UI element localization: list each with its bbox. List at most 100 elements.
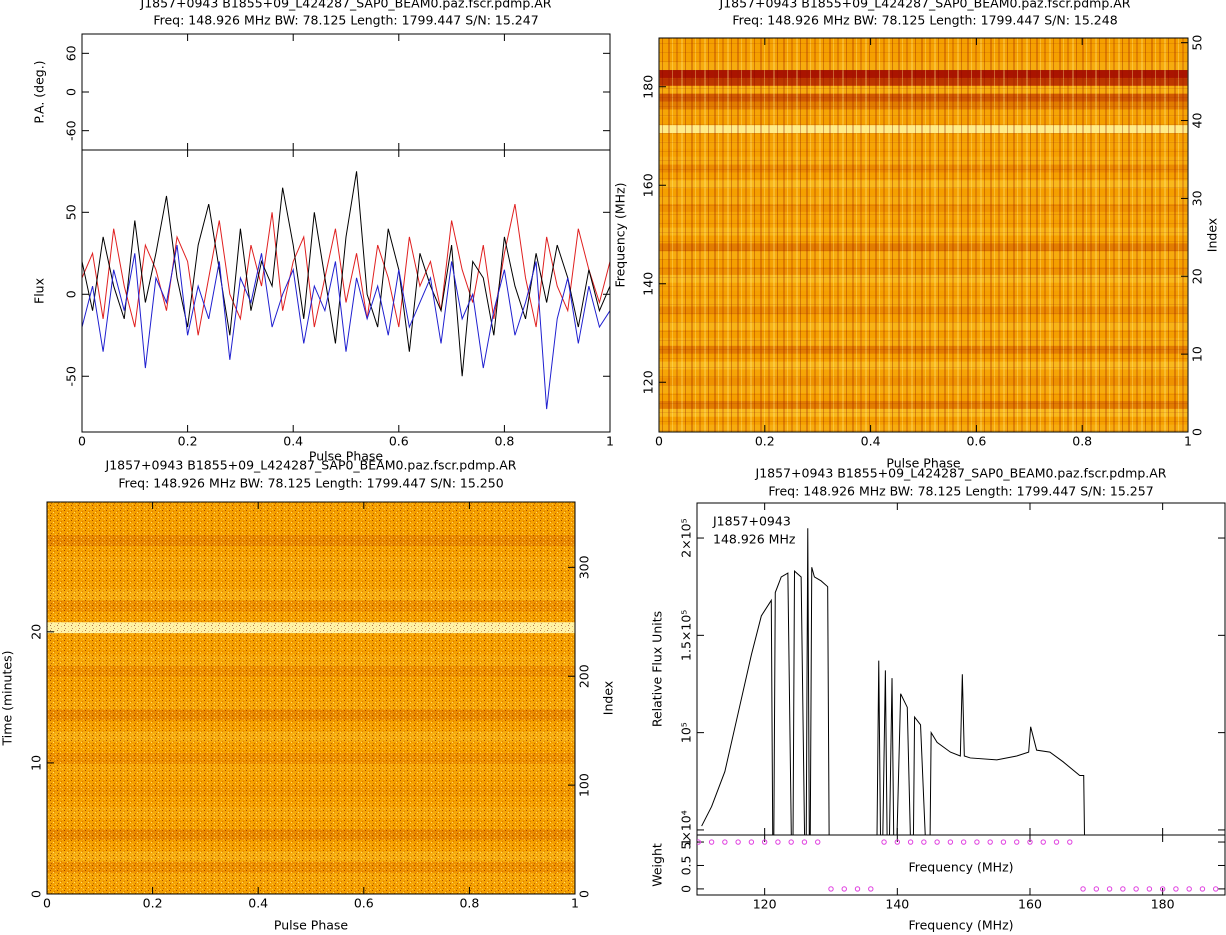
y-tick-label: 2×10⁵: [679, 518, 694, 557]
y-tick-label: 10: [29, 755, 44, 771]
weight-point: [960, 839, 967, 845]
y-tick-label: 0.5: [679, 856, 694, 876]
weight-point: [788, 839, 794, 845]
y-tick-label: 100: [577, 773, 592, 797]
annotation: J1857+0943: [712, 514, 791, 529]
x-tick-label: 1: [1184, 434, 1192, 449]
weight-point: [1000, 839, 1007, 845]
weight-point: [697, 839, 702, 845]
weight-point: [894, 839, 901, 845]
y-tick-label: 30: [1190, 190, 1205, 206]
axis-label: Frequency (MHz): [908, 860, 1013, 875]
x-tick-label: 0: [655, 434, 663, 449]
y-tick-label: 0: [679, 885, 694, 893]
weight-point: [934, 839, 940, 845]
y-tick-label: 0: [577, 890, 592, 898]
weight-point: [1027, 839, 1033, 845]
axis-label: Pulse Phase: [886, 456, 961, 471]
y-tick-label: 0: [64, 88, 79, 96]
x-tick-label: 160: [1018, 897, 1042, 912]
weight-point: [1014, 839, 1020, 845]
weight-point: [1106, 886, 1113, 892]
x-tick-label: 140: [885, 897, 909, 912]
x-tick-label: 180: [1151, 897, 1175, 912]
y-tick-label: 200: [577, 664, 592, 688]
weight-point: [722, 839, 728, 845]
x-tick-label: 120: [753, 897, 777, 912]
y-tick-label: 120: [641, 370, 656, 394]
weight-point: [815, 839, 821, 845]
y-tick-label: 60: [64, 45, 79, 61]
y-tick-label: 50: [1190, 35, 1205, 51]
y-tick-label: 0: [29, 890, 44, 898]
weight-point: [761, 839, 768, 845]
y-tick-label: 180: [641, 75, 656, 99]
x-tick-label: 0.4: [248, 896, 268, 911]
weight-point: [1213, 886, 1219, 892]
texture: [47, 502, 575, 894]
chart-title: J1857+0943 B1855+09_L424287_SAP0_BEAM0.p…: [755, 466, 1167, 481]
weight-point: [735, 839, 741, 845]
y-tick-label: 10⁵: [679, 722, 694, 743]
x-tick-label: 0.2: [178, 434, 198, 449]
weight-point: [1040, 839, 1046, 845]
weight-point: [1067, 839, 1073, 845]
x-tick-label: 0.4: [861, 434, 881, 449]
x-tick-label: 0.8: [1072, 434, 1092, 449]
chart-title: J1857+0943 B1855+09_L424287_SAP0_BEAM0.p…: [719, 0, 1131, 11]
weight-point: [1093, 886, 1100, 892]
weight-point: [1146, 886, 1153, 892]
annotation: 148.926 MHz: [713, 532, 796, 547]
chart-subtitle: Freq: 148.926 MHz BW: 78.125 Length: 179…: [153, 13, 538, 28]
weight-point: [801, 839, 808, 845]
axis-label: Frequency (MHz): [613, 182, 628, 287]
x-tick-label: 1: [571, 896, 579, 911]
axis-label: Weight: [650, 843, 665, 887]
weight-point: [1199, 886, 1206, 892]
x-tick-label: 1: [606, 434, 614, 449]
chart-subtitle: Freq: 148.926 MHz BW: 78.125 Length: 179…: [768, 484, 1153, 499]
axis-label: Relative Flux Units: [650, 611, 665, 727]
axis-label: Flux: [32, 278, 47, 304]
weight-point: [1186, 886, 1192, 892]
chart-subtitle: Freq: 148.926 MHz BW: 78.125 Length: 179…: [118, 476, 503, 491]
axis-label: Pulse Phase: [309, 449, 384, 464]
weight-point: [841, 886, 847, 892]
x-tick-label: 0: [43, 896, 51, 911]
data-line: [82, 244, 610, 410]
axis-label: Index: [1205, 218, 1220, 252]
y-tick-label: -50: [64, 366, 79, 386]
chart-subtitle: Freq: 148.926 MHz BW: 78.125 Length: 179…: [732, 13, 1117, 28]
x-tick-label: 0.2: [143, 896, 163, 911]
weight-point: [748, 839, 755, 845]
weight-point: [828, 886, 834, 892]
axes-frame: [658, 37, 1189, 433]
weight-point: [1120, 886, 1126, 892]
weight-point: [1173, 886, 1179, 892]
y-tick-label: 1.5×10⁵: [679, 610, 694, 661]
y-tick-label: 5×10⁴: [679, 810, 694, 849]
y-tick-label: 300: [577, 555, 592, 579]
x-tick-label: 0.6: [389, 434, 409, 449]
y-tick-label: 160: [641, 173, 656, 197]
weight-point: [881, 839, 887, 845]
y-tick-label: -60: [64, 120, 79, 140]
weight-point: [1053, 839, 1060, 845]
weight-point: [947, 839, 954, 845]
y-tick-label: 40: [1190, 113, 1205, 129]
weight-point: [907, 839, 914, 845]
data-line: [82, 171, 610, 377]
weight-point: [1133, 886, 1139, 892]
y-tick-label: 0: [64, 290, 79, 298]
axis-label: Index: [601, 681, 616, 715]
weight-point: [854, 886, 861, 892]
weight-point: [708, 839, 715, 845]
axes-frame: [46, 501, 576, 895]
axis-label: P.A. (deg.): [32, 60, 47, 123]
chart-title: J1857+0943 B1855+09_L424287_SAP0_BEAM0.p…: [105, 458, 517, 473]
y-tick-label: 140: [641, 272, 656, 296]
x-tick-label: 0.6: [354, 896, 374, 911]
axes-frame: [696, 502, 1226, 836]
weight-point: [775, 839, 781, 845]
